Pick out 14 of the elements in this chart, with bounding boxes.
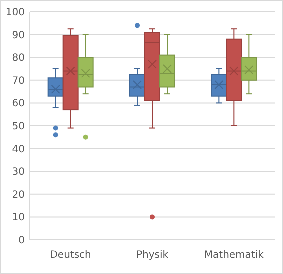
y-tick-label: 60 — [12, 98, 25, 110]
y-tick-label: 80 — [12, 53, 25, 64]
y-tick-label: 10 — [12, 212, 25, 224]
y-tick-label: 20 — [12, 190, 25, 201]
x-tick-label: Deutsch — [50, 250, 92, 261]
y-tick-label: 30 — [12, 167, 25, 178]
y-tick-label: 50 — [12, 122, 25, 132]
x-tick-label: Mathematik — [204, 250, 264, 261]
y-tick-label: 90 — [12, 30, 25, 42]
y-tick-label: 100 — [6, 8, 25, 18]
x-tick-label: Physik — [136, 250, 169, 261]
y-tick-label: 40 — [12, 144, 25, 156]
y-tick-label: 70 — [12, 76, 25, 87]
y-tick-label: 0 — [18, 236, 25, 246]
